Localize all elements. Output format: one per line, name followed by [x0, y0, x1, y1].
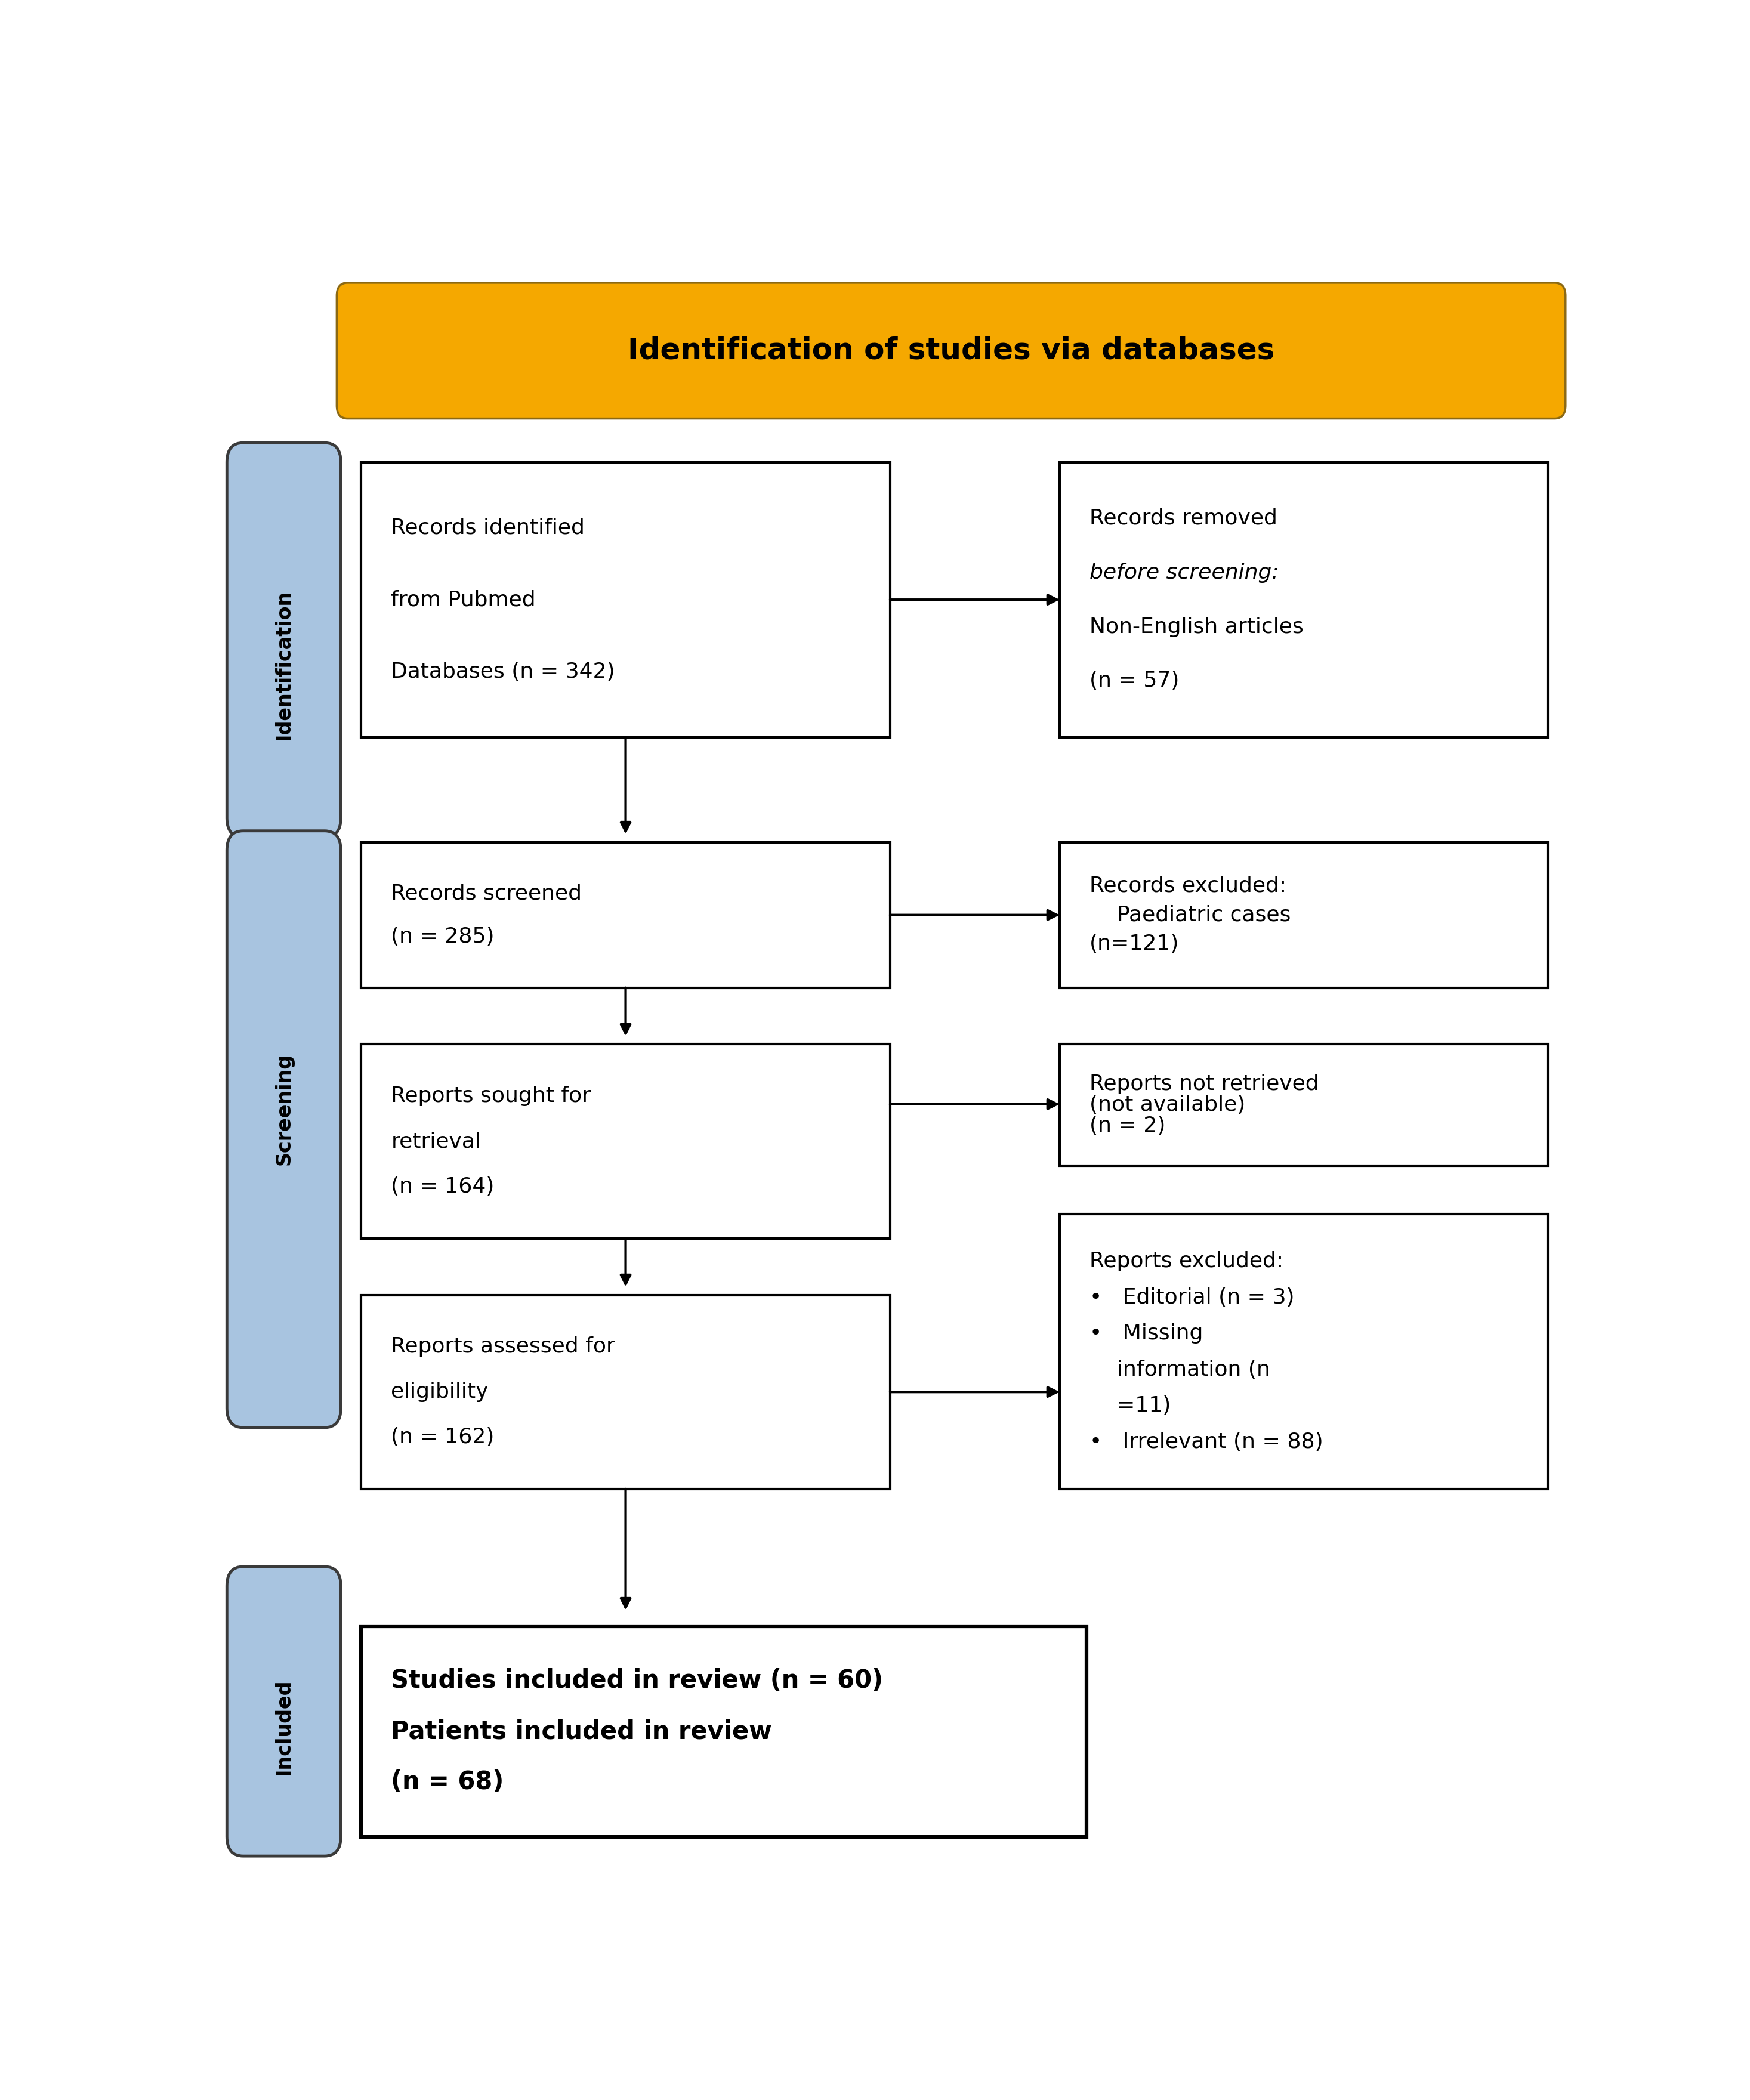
Text: Reports sought for: Reports sought for — [390, 1086, 592, 1107]
Text: (n = 285): (n = 285) — [390, 926, 495, 947]
Text: Records removed: Records removed — [1090, 508, 1278, 529]
Text: Screening: Screening — [275, 1052, 294, 1166]
Text: (n = 164): (n = 164) — [390, 1176, 495, 1197]
FancyBboxPatch shape — [360, 1625, 1087, 1838]
FancyBboxPatch shape — [360, 1296, 891, 1489]
Text: =11): =11) — [1090, 1396, 1171, 1415]
FancyBboxPatch shape — [360, 842, 891, 987]
Text: Identification of studies via databases: Identification of studies via databases — [628, 336, 1274, 365]
Text: •   Editorial (n = 3): • Editorial (n = 3) — [1090, 1287, 1295, 1308]
Text: (n=121): (n=121) — [1090, 934, 1180, 953]
Text: •   Irrelevant (n = 88): • Irrelevant (n = 88) — [1090, 1432, 1323, 1451]
FancyBboxPatch shape — [1060, 1044, 1549, 1166]
Text: Non-English articles: Non-English articles — [1090, 617, 1304, 636]
Text: retrieval: retrieval — [390, 1132, 481, 1151]
Text: Reports assessed for: Reports assessed for — [390, 1336, 616, 1357]
FancyBboxPatch shape — [360, 1044, 891, 1239]
Text: (n = 68): (n = 68) — [390, 1770, 504, 1795]
Text: (n = 2): (n = 2) — [1090, 1115, 1166, 1136]
Text: •   Missing: • Missing — [1090, 1323, 1202, 1344]
Text: Studies included in review (n = 60): Studies included in review (n = 60) — [390, 1667, 884, 1693]
Text: information (n: information (n — [1090, 1359, 1270, 1380]
FancyBboxPatch shape — [1060, 842, 1549, 987]
FancyBboxPatch shape — [1060, 1214, 1549, 1489]
Text: eligibility: eligibility — [390, 1382, 488, 1403]
FancyBboxPatch shape — [228, 1567, 341, 1856]
Text: Records identified: Records identified — [390, 517, 584, 538]
Text: from Pubmed: from Pubmed — [390, 590, 535, 609]
Text: before screening:: before screening: — [1090, 563, 1279, 582]
Text: (n = 57): (n = 57) — [1090, 670, 1180, 691]
Text: Included: Included — [275, 1678, 294, 1774]
Text: Reports excluded:: Reports excluded: — [1090, 1252, 1283, 1270]
FancyBboxPatch shape — [1060, 462, 1549, 737]
FancyBboxPatch shape — [336, 284, 1566, 418]
Text: (n = 162): (n = 162) — [390, 1428, 495, 1447]
Text: Reports not retrieved: Reports not retrieved — [1090, 1073, 1319, 1094]
FancyBboxPatch shape — [228, 443, 341, 838]
Text: (not available): (not available) — [1090, 1094, 1246, 1115]
Text: Patients included in review: Patients included in review — [390, 1720, 772, 1745]
FancyBboxPatch shape — [228, 832, 341, 1428]
FancyBboxPatch shape — [360, 462, 891, 737]
Text: Paediatric cases: Paediatric cases — [1090, 905, 1292, 926]
Text: Records excluded:: Records excluded: — [1090, 876, 1286, 897]
Text: Databases (n = 342): Databases (n = 342) — [390, 661, 614, 682]
Text: Records screened: Records screened — [390, 882, 583, 903]
Text: Identification: Identification — [275, 590, 294, 739]
